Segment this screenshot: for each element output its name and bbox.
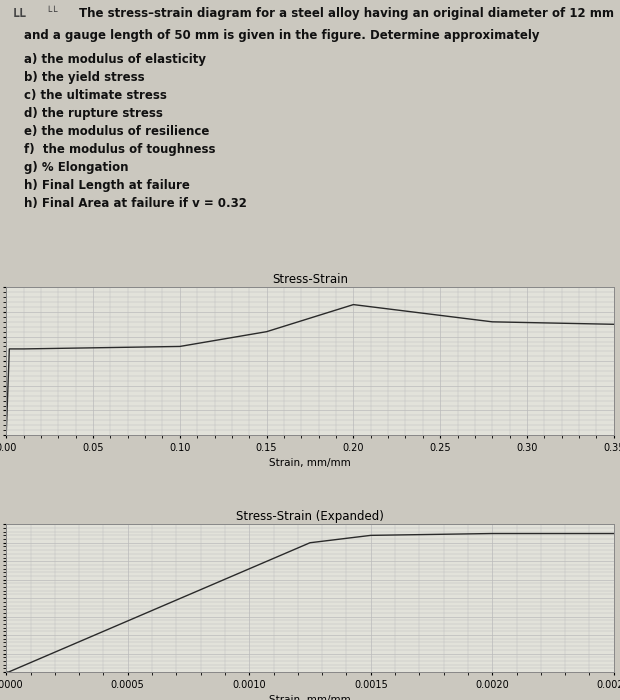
X-axis label: Strain, mm/mm: Strain, mm/mm <box>269 458 351 468</box>
Text: The stress–strain diagram for a steel alloy having an original diameter of 12 mm: The stress–strain diagram for a steel al… <box>79 7 614 20</box>
Text: d) the rupture stress: d) the rupture stress <box>24 107 163 120</box>
Title: Stress-Strain: Stress-Strain <box>272 273 348 286</box>
Text: h) Final Area at failure if v = 0.32: h) Final Area at failure if v = 0.32 <box>24 197 247 209</box>
Text: f)  the modulus of toughness: f) the modulus of toughness <box>24 143 216 155</box>
Text: c) the ultimate stress: c) the ultimate stress <box>24 89 167 102</box>
Text: a) the modulus of elasticity: a) the modulus of elasticity <box>24 53 206 66</box>
Title: Stress-Strain (Expanded): Stress-Strain (Expanded) <box>236 510 384 523</box>
Text: g) % Elongation: g) % Elongation <box>24 161 129 174</box>
Text: b) the yield stress: b) the yield stress <box>24 71 145 84</box>
Text: h) Final Length at failure: h) Final Length at failure <box>24 178 190 192</box>
Text: LL: LL <box>12 7 27 20</box>
Text: └└: └└ <box>46 7 58 17</box>
Text: and a gauge length of 50 mm is given in the figure. Determine approximately: and a gauge length of 50 mm is given in … <box>24 29 540 42</box>
X-axis label: Strain, mm/mm: Strain, mm/mm <box>269 695 351 700</box>
Text: e) the modulus of resilience: e) the modulus of resilience <box>24 125 210 138</box>
